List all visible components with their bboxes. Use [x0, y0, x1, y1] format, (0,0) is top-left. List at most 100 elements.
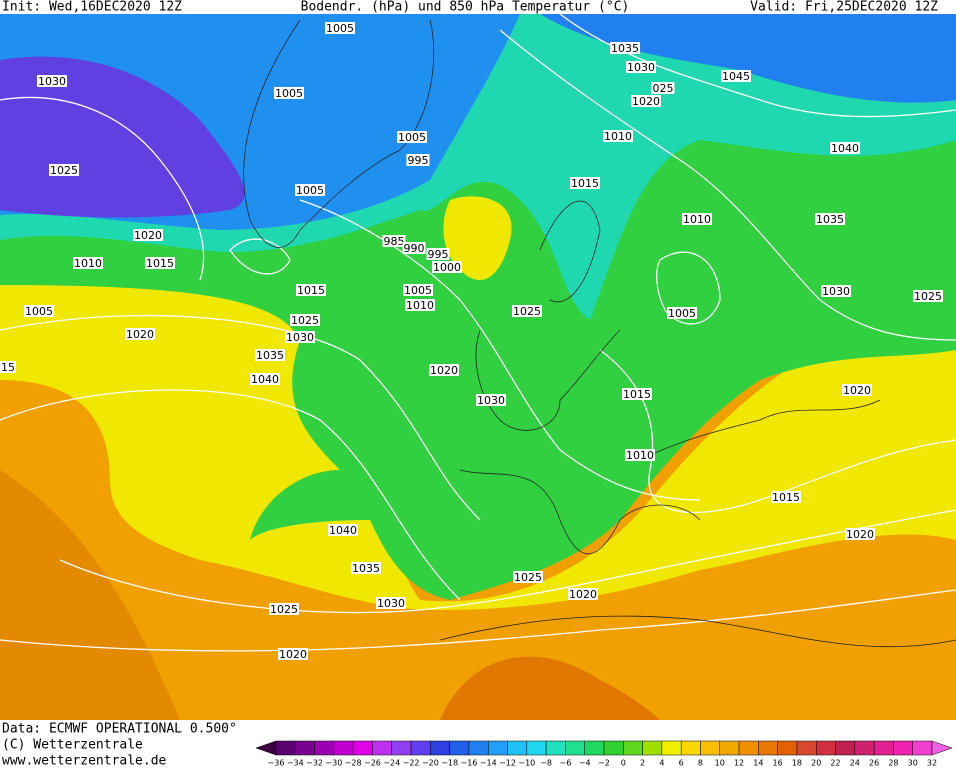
isobar-label-box	[651, 82, 675, 94]
isobar-label-box	[255, 349, 285, 361]
colorbar-label: −36	[268, 759, 285, 768]
isobar-label-box	[429, 364, 459, 376]
isobar-label: 1025	[914, 290, 942, 303]
isobars	[0, 14, 956, 652]
isobar-label-box	[325, 22, 355, 34]
isobar-label: 1025	[50, 164, 78, 177]
isobar-label: 1020	[569, 588, 597, 601]
isobar-label-box	[73, 257, 103, 269]
isobar-label-box	[402, 242, 426, 254]
isobar-label-box	[296, 284, 326, 296]
colorbar-label: 12	[734, 759, 744, 768]
isobar-label-box	[269, 603, 299, 615]
isobar-label-box	[426, 248, 450, 260]
isobar-label: 1015	[623, 388, 651, 401]
isobar-label-box	[721, 70, 751, 82]
colorbar-swatch	[700, 740, 721, 756]
isobar-label: 1035	[352, 562, 380, 575]
isobar-label-box	[626, 61, 656, 73]
data-source: Data: ECMWF OPERATIONAL 0.500°	[2, 722, 237, 737]
colorbar-arrow	[255, 740, 277, 756]
isobar-label-box	[328, 524, 358, 536]
colorbar-swatch	[777, 740, 798, 756]
colorbar-swatch	[603, 740, 624, 756]
colorbar-label: −18	[441, 759, 458, 768]
colorbar-swatch	[526, 740, 547, 756]
isobar-label: 1030	[627, 61, 655, 74]
isobar-label: 1005	[398, 131, 426, 144]
field-yellow	[443, 196, 512, 280]
isobar-label: 1010	[406, 299, 434, 312]
colorbar-swatch	[815, 740, 836, 756]
isobar-label: 1025	[514, 571, 542, 584]
isobar-label-box	[405, 299, 435, 311]
colorbar-label: −6	[560, 759, 572, 768]
isobar-labels: 1005103510300251045102010301005101010401…	[0, 22, 943, 661]
isobar-label-box	[842, 384, 872, 396]
colorbar-swatch	[719, 740, 740, 756]
colorbar-label: −24	[383, 759, 400, 768]
isobar-label: 1005	[25, 305, 53, 318]
isobar-label: 1030	[38, 75, 66, 88]
isobar-label: 1020	[430, 364, 458, 377]
colorbar-swatch	[295, 740, 315, 756]
isobar-label: 1015	[297, 284, 325, 297]
colorbar-label: 20	[811, 759, 821, 768]
copyright: (C) Wetterzentrale	[2, 738, 143, 753]
colorbar: −36 −34 −32 −30 −28 −26 −24 −22 −20 −18 −16 −14 −12−…	[255, 740, 953, 768]
isobar-label-box	[625, 449, 655, 461]
isobar-label: 1020	[846, 528, 874, 541]
isobar-label-box	[432, 261, 462, 273]
isobar-label: 1040	[251, 373, 279, 386]
isobar-label-box	[295, 184, 325, 196]
isobar-label: 1005	[296, 184, 324, 197]
isobar-label: 1010	[604, 130, 632, 143]
isobar-label-box	[667, 307, 697, 319]
colorbar-label: 10	[715, 759, 725, 768]
isobar-label-box	[603, 130, 633, 142]
isobar-label-box	[682, 213, 712, 225]
isobar-label-box	[821, 285, 851, 297]
isobar-label: 1020	[134, 229, 162, 242]
colorbar-swatch	[430, 740, 450, 756]
isobar-label-box	[274, 87, 304, 99]
isobar-label-box	[631, 95, 661, 107]
isobar-label-box	[570, 177, 600, 189]
colorbar-label: 18	[792, 759, 802, 768]
isobar-label-box	[476, 394, 506, 406]
isobar-label: 1010	[626, 449, 654, 462]
isobar-label: 1015	[772, 491, 800, 504]
colorbar-swatch	[854, 740, 875, 756]
isobar-label-box	[512, 305, 542, 317]
colorbar-label: −34	[287, 759, 304, 768]
colorbar-swatch	[314, 740, 335, 756]
isobar-label: 1045	[722, 70, 750, 83]
colorbar-label: 14	[753, 759, 763, 768]
colorbar-label: −20	[422, 759, 439, 768]
map-title: Bodendr. (hPa) und 850 hPa Temperatur (°…	[301, 0, 630, 15]
isobar-label: 985	[384, 235, 405, 248]
colorbar-label: −26	[364, 759, 381, 768]
isobar-label-box	[250, 373, 280, 385]
isobar-label: 1025	[513, 305, 541, 318]
isobar-label: 1015	[571, 177, 599, 190]
colorbar-swatch	[372, 740, 393, 756]
isobar-label: 1000	[433, 261, 461, 274]
colorbar-label: 2	[640, 759, 645, 768]
colorbar-swatch	[912, 740, 933, 756]
isobar-label: 1005	[275, 87, 303, 100]
isobar-label-box	[406, 154, 430, 166]
colorbar-label: −10	[518, 759, 535, 768]
isobar-label-box	[133, 229, 163, 241]
colorbar-label: 26	[869, 759, 879, 768]
colorbar-swatch	[468, 740, 489, 756]
isobar-label: 15	[1, 361, 15, 374]
map: 1005103510300251045102010301005101010401…	[0, 14, 956, 720]
isobar-label-box	[622, 388, 652, 400]
isobar-label-box	[37, 75, 67, 87]
isobar-label: 990	[404, 242, 425, 255]
isobar-label-box	[278, 648, 308, 660]
isobar-label: 1015	[146, 257, 174, 270]
isobar-label-box	[382, 235, 406, 247]
isobar-label: 995	[428, 248, 449, 261]
